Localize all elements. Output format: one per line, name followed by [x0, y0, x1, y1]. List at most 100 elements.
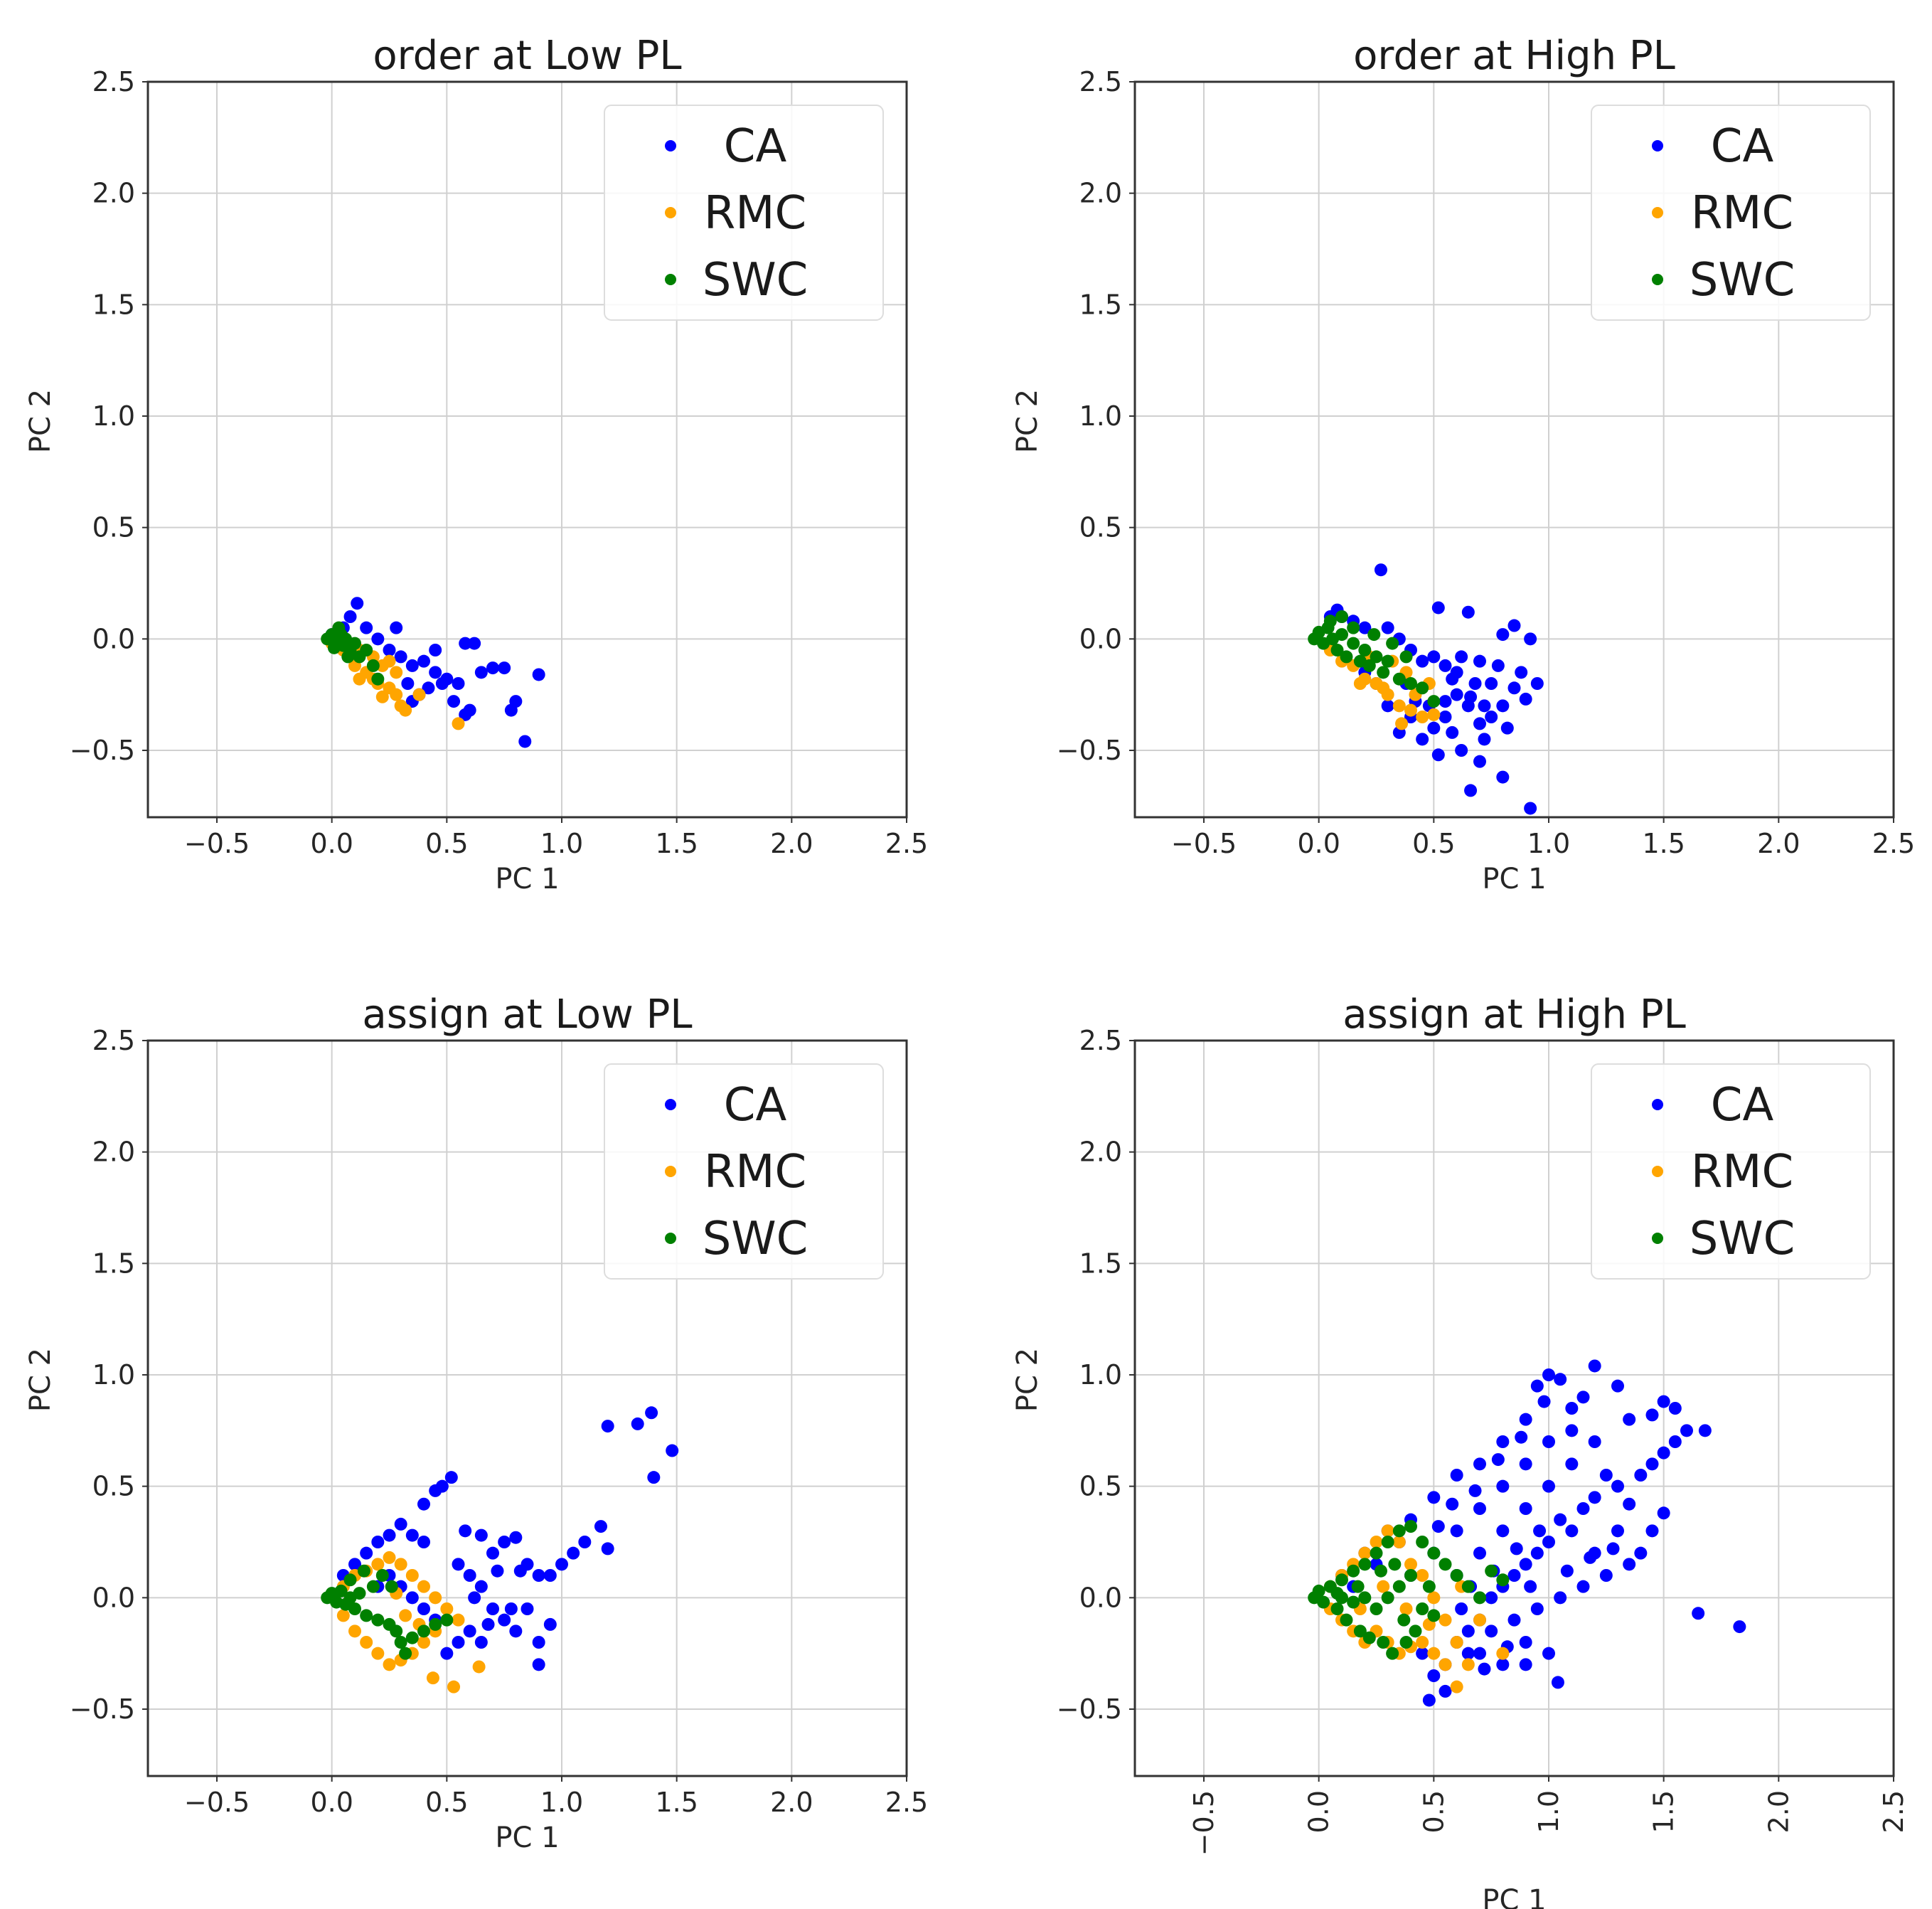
legend-box	[604, 105, 884, 321]
data-point-ca	[1560, 1564, 1574, 1578]
data-point-ca	[429, 644, 442, 656]
legend-label-ca: CA	[1711, 120, 1774, 173]
data-point-ca	[1645, 1524, 1659, 1538]
x-tick-label: 2.5	[1878, 1790, 1909, 1833]
data-point-ca	[1542, 1368, 1555, 1381]
y-tick-label: −0.5	[70, 1693, 135, 1725]
data-point-rmc	[1416, 1569, 1429, 1582]
data-point-ca	[521, 1602, 534, 1615]
data-point-swc	[1399, 1636, 1413, 1649]
data-point-rmc	[1358, 1546, 1372, 1560]
y-tick-label: 0.0	[1079, 1582, 1122, 1613]
data-point-swc	[1404, 1569, 1417, 1582]
data-point-swc	[1496, 1573, 1510, 1587]
data-point-ca	[1542, 1479, 1555, 1493]
y-tick-label: 0.0	[92, 1582, 135, 1613]
data-point-ca	[1530, 1546, 1544, 1560]
data-point-ca	[666, 1444, 679, 1457]
data-point-swc	[1335, 610, 1348, 623]
data-point-ca	[1427, 1669, 1441, 1682]
data-point-swc	[1358, 1558, 1372, 1571]
data-point-ca	[1542, 1435, 1555, 1448]
data-point-ca	[417, 654, 430, 668]
data-point-swc	[1358, 644, 1372, 656]
y-tick-label: 0.0	[1079, 623, 1122, 654]
x-axis-label: PC 1	[495, 1822, 559, 1854]
data-point-swc	[1404, 677, 1417, 690]
data-point-ca	[1565, 1402, 1579, 1415]
data-point-ca	[1416, 654, 1429, 668]
data-point-ca	[435, 1479, 449, 1493]
data-point-ca	[1496, 770, 1510, 784]
data-point-swc	[1381, 654, 1394, 668]
data-point-ca	[1450, 1469, 1463, 1482]
data-point-ca	[1576, 1502, 1590, 1515]
data-point-swc	[1422, 1580, 1436, 1593]
legend-marker-ca	[665, 140, 676, 151]
legend-marker-ca	[665, 1099, 676, 1110]
y-tick-label: −0.5	[1057, 735, 1122, 766]
data-point-ca	[504, 703, 518, 717]
data-point-ca	[1431, 748, 1445, 762]
data-point-rmc	[1404, 703, 1417, 717]
data-point-ca	[394, 650, 407, 664]
data-point-swc	[1335, 628, 1348, 642]
data-point-swc	[366, 659, 380, 672]
data-point-ca	[1478, 733, 1491, 746]
data-point-ca	[1496, 1479, 1510, 1493]
data-point-swc	[429, 1617, 442, 1631]
data-point-ca	[1374, 563, 1387, 577]
data-point-ca	[383, 644, 396, 656]
data-point-ca	[601, 1420, 614, 1433]
subplot-1: −0.5 −0.5 0.0 0.0 0.5 0.5 1.0 1.0 1.5 1.5 2.0 2.0 2.…	[24, 33, 928, 895]
data-point-ca	[543, 1617, 557, 1631]
chart-title: assign at High PL	[1343, 991, 1686, 1038]
y-tick-label: 2.0	[92, 178, 135, 209]
chart-title: order at Low PL	[373, 33, 681, 79]
chart-title: order at High PL	[1353, 33, 1675, 79]
data-point-rmc	[1395, 717, 1409, 730]
data-point-ca	[1645, 1457, 1659, 1471]
data-point-rmc	[336, 1609, 350, 1622]
data-point-ca	[645, 1406, 658, 1420]
series-swc	[1308, 1520, 1510, 1660]
x-tick-label: 2.5	[885, 828, 928, 859]
data-point-ca	[1515, 666, 1528, 679]
data-point-ca	[601, 1542, 614, 1556]
data-point-ca	[1554, 1591, 1567, 1605]
data-point-rmc	[440, 1602, 454, 1615]
data-point-rmc	[371, 1647, 385, 1660]
y-tick-label: 1.5	[1079, 289, 1122, 320]
data-point-ca	[401, 677, 415, 690]
data-point-ca	[1510, 1542, 1523, 1556]
data-point-swc	[341, 650, 355, 664]
data-point-ca	[1634, 1469, 1648, 1482]
x-axis-label: PC 1	[495, 863, 559, 895]
data-point-ca	[417, 1497, 430, 1511]
data-point-ca	[1519, 1413, 1532, 1426]
data-point-ca	[1416, 1647, 1429, 1660]
data-point-swc	[1450, 1569, 1463, 1582]
data-point-swc	[327, 641, 341, 654]
series-ca	[336, 1406, 679, 1671]
x-tick-label: 2.5	[885, 1787, 928, 1818]
data-point-ca	[1439, 695, 1452, 708]
data-point-ca	[532, 668, 545, 681]
data-point-rmc	[1392, 699, 1406, 713]
data-point-ca	[1588, 1435, 1601, 1448]
data-point-ca	[1507, 1569, 1521, 1582]
data-point-ca	[647, 1471, 661, 1484]
data-point-ca	[1565, 1457, 1579, 1471]
data-point-ca	[1668, 1402, 1682, 1415]
data-point-ca	[498, 1613, 511, 1627]
data-point-ca	[360, 1546, 373, 1560]
data-point-swc	[360, 644, 373, 656]
y-tick-label: 2.5	[92, 66, 135, 97]
data-point-ca	[422, 681, 435, 695]
data-point-ca	[1668, 1435, 1682, 1448]
data-point-ca	[486, 1602, 499, 1615]
data-point-ca	[1455, 744, 1468, 757]
data-point-swc	[1386, 1647, 1399, 1660]
data-point-swc	[1377, 666, 1390, 679]
data-point-ca	[1461, 1624, 1475, 1638]
